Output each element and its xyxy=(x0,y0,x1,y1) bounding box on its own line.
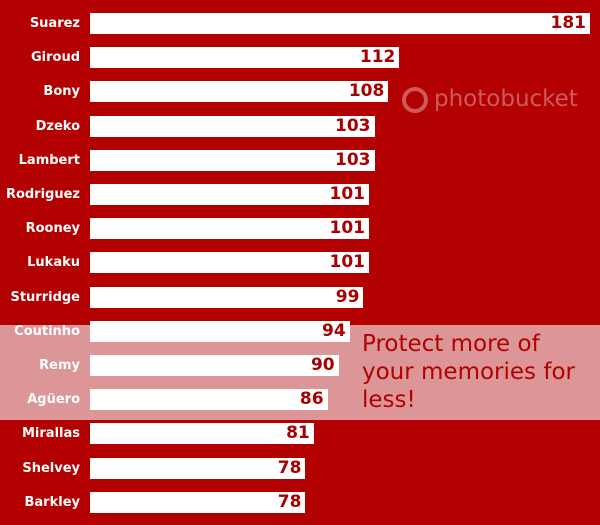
value-label: 101 xyxy=(329,218,366,239)
bar: 101 xyxy=(90,252,369,274)
value-label: 101 xyxy=(329,252,366,273)
category-label: Remy xyxy=(39,358,80,373)
bar: 78 xyxy=(90,491,306,513)
bar: 81 xyxy=(90,423,314,445)
bar: 78 xyxy=(90,457,306,479)
category-label: Coutinho xyxy=(14,323,80,339)
watermark-logo-text: photobucket xyxy=(434,86,578,112)
bar: 101 xyxy=(90,184,369,205)
watermark-banner-text: Protect more of your memories for less! xyxy=(362,331,575,413)
category-label: Giroud xyxy=(30,50,80,66)
category-label: Suarez xyxy=(29,16,80,31)
value-label: 99 xyxy=(335,286,360,307)
bar: 181 xyxy=(90,13,590,34)
bar: 101 xyxy=(90,218,369,240)
category-label: Bony xyxy=(43,84,80,100)
bar: 86 xyxy=(90,389,328,411)
bar: 90 xyxy=(90,355,339,376)
category-label: Rooney xyxy=(25,221,80,237)
value-label: 78 xyxy=(277,457,302,478)
value-label: 108 xyxy=(348,81,385,102)
value-label: 81 xyxy=(286,423,310,444)
value-label: 181 xyxy=(550,13,587,33)
category-label: Shelvey xyxy=(22,460,80,476)
photobucket-watermark-logo: photobucket xyxy=(402,86,596,113)
value-label: 94 xyxy=(321,320,346,341)
bar: 108 xyxy=(90,81,389,103)
photobucket-logo-icon xyxy=(402,87,428,113)
value-label: 90 xyxy=(310,355,335,375)
value-label: 86 xyxy=(299,389,324,410)
category-label: Lambert xyxy=(18,152,80,168)
value-label: 101 xyxy=(329,184,366,204)
category-label: Agüero xyxy=(27,392,80,408)
category-label: Rodriguez xyxy=(5,187,80,202)
bar: 103 xyxy=(90,115,375,137)
bar: 112 xyxy=(90,47,400,69)
value-label: 103 xyxy=(335,115,371,136)
value-label: 103 xyxy=(335,149,371,170)
bar: 94 xyxy=(90,320,350,342)
bar: 103 xyxy=(90,149,375,171)
value-label: 112 xyxy=(359,47,396,68)
category-label: Lukaku xyxy=(27,255,80,271)
category-label: Sturridge xyxy=(10,289,80,305)
category-label: Mirallas xyxy=(22,426,80,442)
category-label: Barkley xyxy=(24,494,81,510)
category-label: Dzeko xyxy=(35,118,80,134)
value-label: 78 xyxy=(277,491,302,512)
bar: 99 xyxy=(90,286,364,308)
